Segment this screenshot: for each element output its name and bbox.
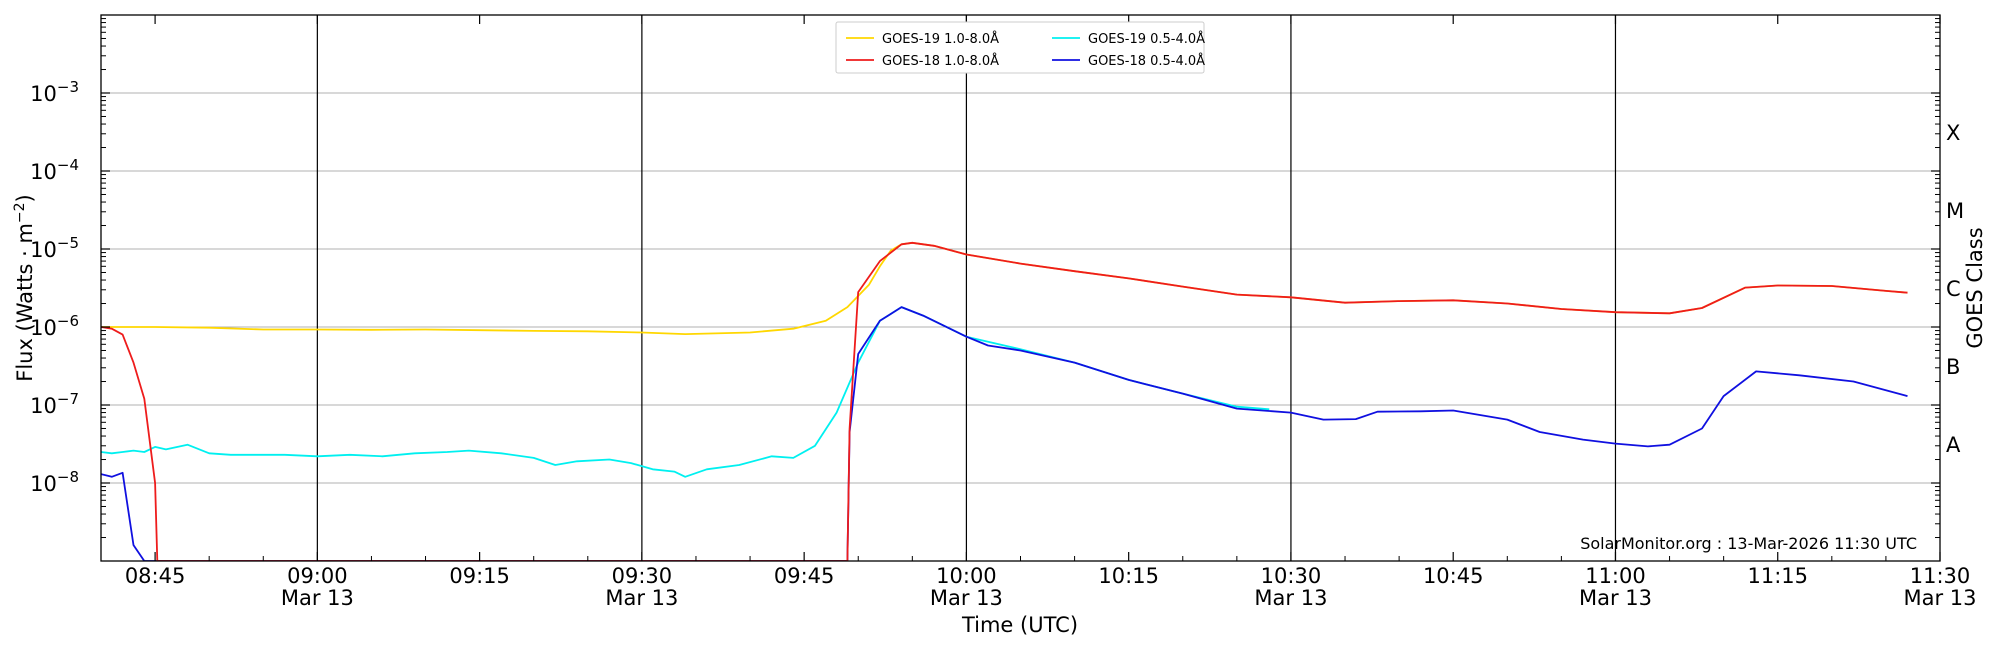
x-tick-label: 08:45 [125,564,186,588]
x-tick-label: 09:15 [449,564,510,588]
x-tick-date-label: Mar 13 [281,586,354,610]
series-line [101,241,1908,561]
y-tick-label: 10−5 [30,234,79,262]
y-tick-label: 10−8 [30,468,79,496]
goes-class-label: A [1946,433,1961,457]
goes-class-axis-title: GOES Class [1963,227,1987,348]
axis-ticks [100,15,1941,561]
legend-label: GOES-19 0.5-4.0Å [1088,31,1205,47]
y-axis-title: Flux (Watts · m−2) [12,194,37,382]
goes-class-label: B [1946,355,1960,379]
goes-class-label: C [1946,277,1961,301]
x-tick-label: 10:45 [1423,564,1484,588]
credit-text: SolarMonitor.org : 13-Mar-2026 11:30 UTC [1580,534,1917,553]
legend-label: GOES-18 0.5-4.0Å [1088,53,1205,69]
goes-class-label: M [1946,199,1964,223]
y-tick-labels: 10−8 10−7 10−6 10−5 10−4 10−3 [30,78,79,496]
x-axis-title: Time (UTC) [961,613,1078,637]
x-tick-date-label: Mar 13 [605,586,678,610]
data-series [101,241,1908,561]
y-tick-label: 10−6 [30,312,79,340]
x-tick-label: 09:00 [287,564,348,588]
y-tick-label: 10−7 [30,390,79,418]
x-tick-label: 11:15 [1747,564,1808,588]
x-tick-label: 10:30 [1261,564,1322,588]
x-tick-date-label: Mar 13 [1579,586,1652,610]
x-tick-label: 09:30 [612,564,673,588]
x-tick-date-label: Mar 13 [1903,586,1976,610]
y-tick-label: 10−4 [30,156,79,184]
goes-class-label: X [1946,121,1960,145]
legend: GOES-19 1.0-8.0Å GOES-18 1.0-8.0Å GOES-19 … [835,21,1205,74]
x-tick-date-label: Mar 13 [930,586,1003,610]
x-tick-label: 11:30 [1910,564,1971,588]
x-tick-label: 09:45 [774,564,835,588]
y-tick-label: 10−3 [30,78,79,106]
x-tick-label: 10:00 [936,564,997,588]
grid-lines [101,92,1940,484]
legend-label: GOES-19 1.0-8.0Å [882,31,999,47]
legend-label: GOES-18 1.0-8.0Å [882,53,999,69]
plot-area [101,15,1940,561]
legend-box [835,21,1205,74]
day-separator-lines [316,15,1617,561]
x-tick-label: 11:00 [1585,564,1646,588]
goes-class-labels: A B C M X [1946,121,1964,457]
x-tick-label: 10:15 [1098,564,1159,588]
x-tick-date-label: Mar 13 [1254,586,1327,610]
